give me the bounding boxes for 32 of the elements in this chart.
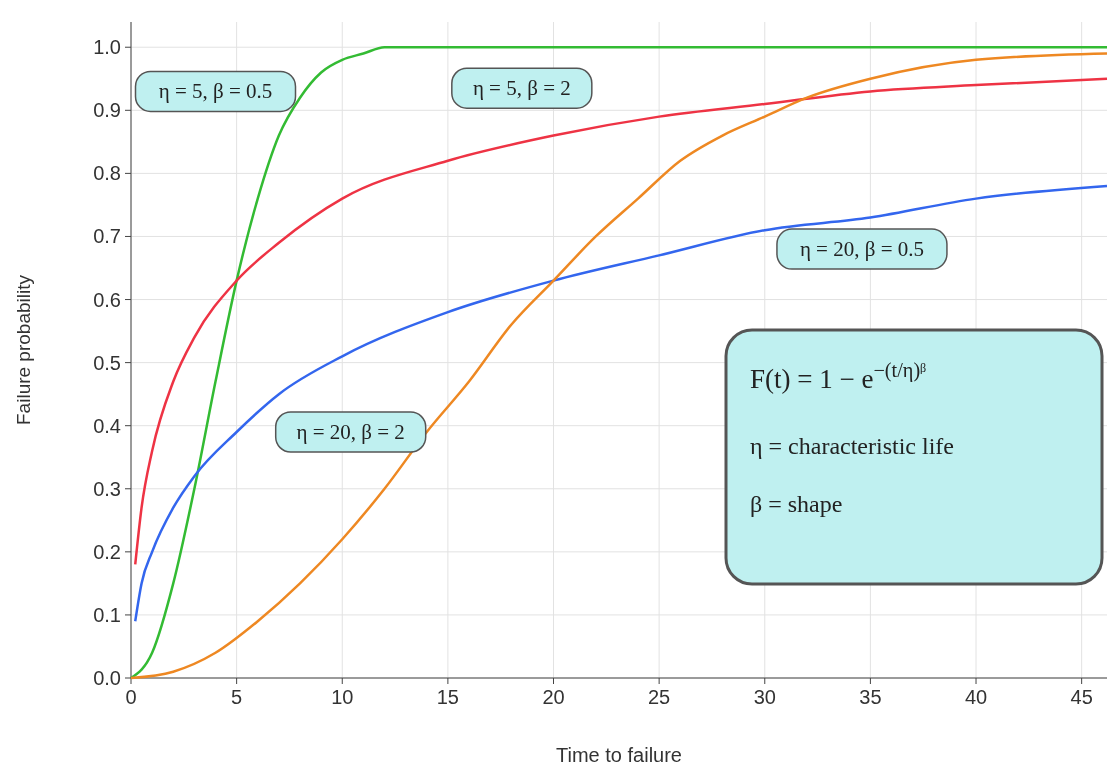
x-tick-label: 35 <box>859 686 882 708</box>
y-tick-label: 0.7 <box>93 225 121 248</box>
annotation: η = 5, β = 2 <box>472 76 571 101</box>
annotation: η = characteristic life <box>750 433 954 459</box>
x-tick-label: 25 <box>648 686 671 708</box>
x-tick-label: 30 <box>753 686 776 708</box>
x-tick-label: 10 <box>331 686 354 708</box>
x-tick-label: 15 <box>436 686 460 708</box>
y-tick-label: 1.0 <box>93 36 121 59</box>
x-tick-label: 45 <box>1070 686 1093 708</box>
line-series <box>133 77 1109 566</box>
y-tick-label: 0.2 <box>93 540 121 563</box>
y-tick-label: 0.3 <box>93 477 121 500</box>
y-tick-label: 0.1 <box>93 603 121 626</box>
y-tick-label: 0.5 <box>93 351 121 374</box>
y-tick-label: 0.4 <box>93 414 121 437</box>
y-tick-label: 0.0 <box>93 667 121 689</box>
annotation: η = 20, β = 2 <box>296 420 405 444</box>
annotation: η = 5, β = 0.5 <box>158 79 273 104</box>
x-axis-title: Time to failure <box>556 744 682 766</box>
x-tick-label: 40 <box>964 686 988 708</box>
y-axis-title: Failure probability <box>13 274 34 425</box>
annotation: F(t) = 1 − e$^{−(t/η)ᵝ}$ <box>750 359 927 394</box>
annotation: η = 20, β = 0.5 <box>799 237 924 262</box>
y-tick-label: 0.9 <box>93 99 121 122</box>
x-tick-label: 0 <box>125 686 137 708</box>
x-tick-label: 20 <box>542 686 565 708</box>
y-tick-label: 0.8 <box>93 162 121 185</box>
line-series <box>133 184 1109 623</box>
annotation: β = shape <box>750 491 843 517</box>
y-tick-label: 0.6 <box>93 288 121 311</box>
x-tick-label: 5 <box>231 686 243 708</box>
